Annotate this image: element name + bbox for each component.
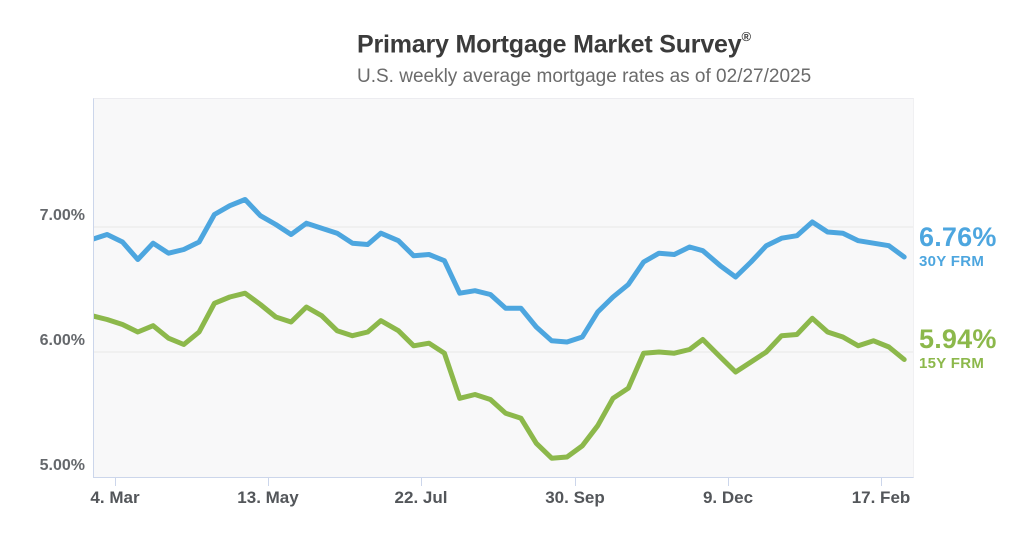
series-line-30y-frm bbox=[94, 197, 907, 345]
x-axis-label: 17. Feb bbox=[851, 488, 911, 507]
x-axis-label: 22. Jul bbox=[394, 488, 448, 507]
x-axis-label: 9. Dec bbox=[702, 488, 754, 507]
series-end-label-30y-frm: 6.76% 30Y FRM bbox=[919, 223, 997, 270]
chart-title: Primary Mortgage Market Survey® bbox=[357, 24, 811, 59]
chart-title-text: Primary Mortgage Market Survey bbox=[357, 30, 742, 59]
series-current-rate-15y-frm: 5.94% bbox=[919, 324, 997, 354]
y-axis-label: 5.00% bbox=[39, 457, 85, 474]
x-axis-tick bbox=[421, 477, 422, 486]
y-axis-label: 7.00% bbox=[39, 207, 85, 224]
series-name-15y-frm: 15Y FRM bbox=[919, 355, 985, 372]
x-axis-label: 13. May bbox=[237, 488, 299, 507]
x-axis-tick bbox=[268, 477, 269, 486]
plot-area bbox=[93, 98, 914, 478]
x-axis-tick bbox=[115, 477, 116, 486]
x-axis-label: 30. Sep bbox=[545, 488, 605, 507]
series-end-label-15y-frm: 5.94% 15Y FRM bbox=[919, 325, 997, 372]
x-axis-tick bbox=[728, 477, 729, 486]
x-axis-tick bbox=[881, 477, 882, 486]
y-axis-label: 6.00% bbox=[39, 332, 85, 349]
chart-subtitle: U.S. weekly average mortgage rates as of… bbox=[357, 66, 812, 88]
chart-header: Primary Mortgage Market Survey® U.S. wee… bbox=[357, 24, 811, 88]
series-line-15y-frm bbox=[94, 290, 907, 461]
chart-canvas bbox=[94, 197, 913, 461]
series-current-rate-30y-frm: 6.76% bbox=[919, 222, 997, 252]
registered-trademark-icon: ® bbox=[741, 29, 751, 44]
x-axis-label: 4. Mar bbox=[90, 488, 140, 507]
x-axis-tick bbox=[575, 477, 576, 486]
series-name-30y-frm: 30Y FRM bbox=[919, 253, 985, 270]
